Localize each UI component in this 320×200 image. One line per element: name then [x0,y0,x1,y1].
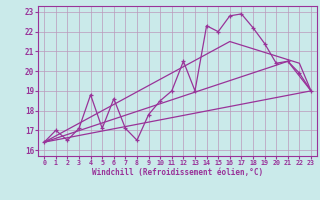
X-axis label: Windchill (Refroidissement éolien,°C): Windchill (Refroidissement éolien,°C) [92,168,263,177]
